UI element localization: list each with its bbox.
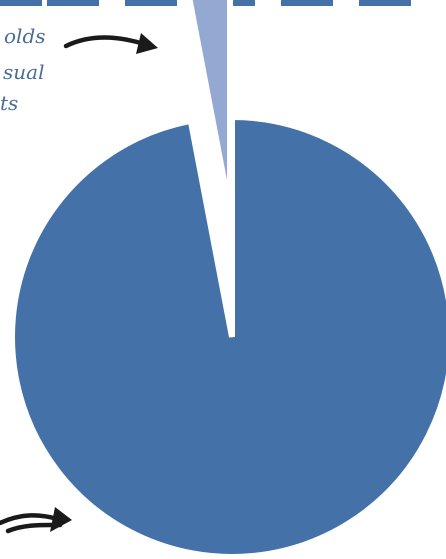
annotation-line-1: olds	[4, 24, 46, 48]
pie-slice-2	[186, 0, 234, 213]
pie-slice-1	[9, 113, 446, 559]
top-arrow-icon	[63, 33, 158, 54]
top-block-2	[47, 0, 99, 6]
top-block-6	[359, 0, 411, 6]
top-block-1	[0, 0, 42, 6]
top-block-5	[281, 0, 333, 6]
bottom-arrow-icon	[0, 507, 72, 534]
top-block-3	[125, 0, 177, 6]
pie-slices	[9, 0, 446, 559]
annotation-line-2: sual	[3, 60, 44, 84]
annotation-text: olds sual ts	[0, 24, 46, 115]
annotation-line-3: ts	[0, 91, 18, 115]
